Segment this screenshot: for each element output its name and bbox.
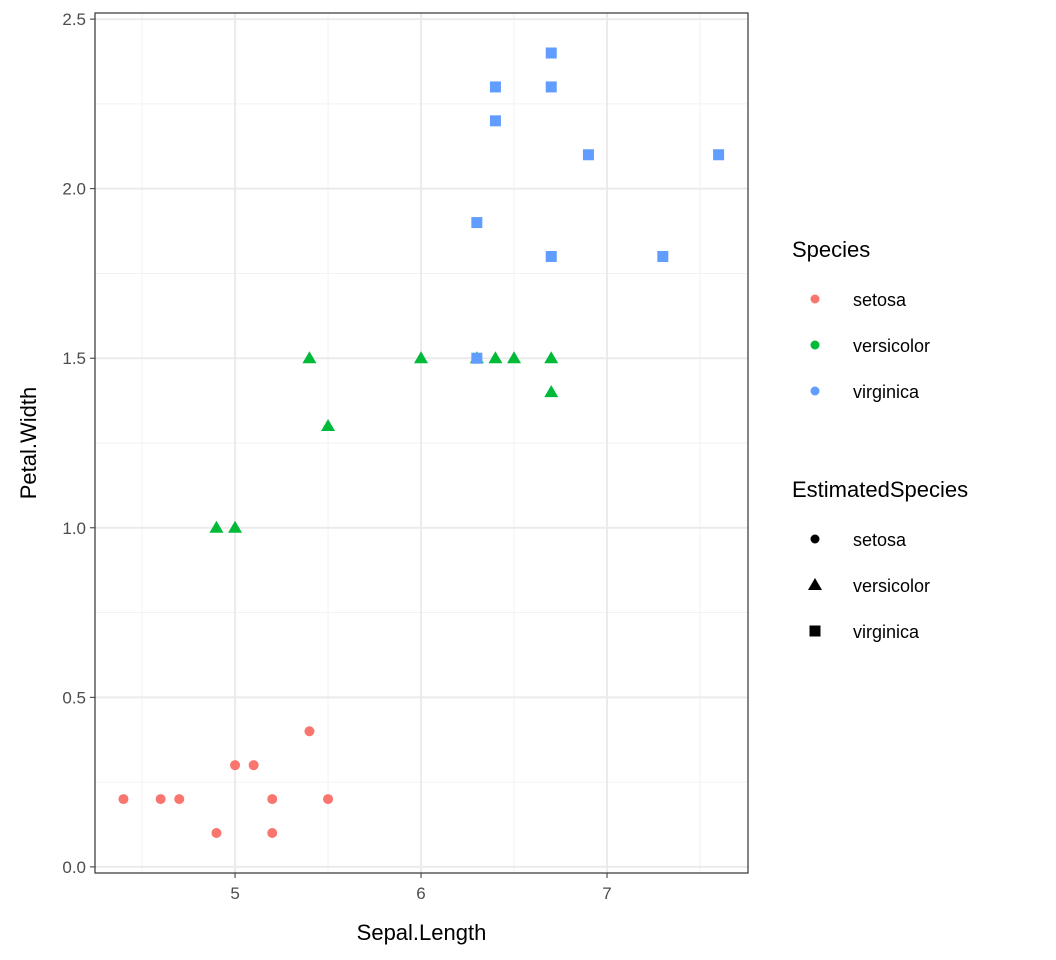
data-point-setosa — [118, 794, 129, 805]
legend-label: virginica — [853, 382, 920, 402]
legend-label: versicolor — [853, 336, 930, 356]
data-point-virginica — [582, 149, 594, 161]
data-point-versicolor — [321, 419, 336, 432]
data-point-setosa — [230, 760, 241, 771]
data-point-virginica — [471, 352, 483, 364]
y-tick-label: 0.5 — [62, 688, 86, 707]
data-point-setosa — [174, 794, 185, 805]
legend-species: Species setosa versicolor virginica — [792, 237, 930, 402]
legend-key-versicolor — [808, 578, 822, 590]
data-point-setosa — [323, 794, 334, 805]
data-point-versicolor — [488, 351, 503, 364]
data-point-setosa — [248, 760, 259, 771]
data-point-setosa — [304, 726, 315, 737]
data-point-versicolor — [228, 520, 243, 533]
data-point-setosa — [155, 794, 166, 805]
legend-key-virginica — [809, 625, 821, 637]
data-point-virginica — [545, 81, 557, 93]
panel-border — [94, 12, 749, 874]
legend-key-virginica — [810, 386, 820, 396]
data-point-virginica — [545, 250, 557, 262]
legend-key-setosa — [810, 534, 820, 544]
data-point-virginica — [713, 149, 725, 161]
data-point-versicolor — [544, 385, 559, 398]
x-tick-label: 6 — [416, 884, 425, 903]
y-tick-label: 0.0 — [62, 858, 86, 877]
data-point-setosa — [267, 827, 278, 838]
legend-title: Species — [792, 237, 870, 262]
x-tick-label: 5 — [230, 884, 239, 903]
data-point-setosa — [211, 827, 222, 838]
data-point-versicolor — [302, 351, 317, 364]
legend-key-setosa — [810, 294, 820, 304]
data-point-virginica — [545, 47, 557, 59]
data-point-versicolor — [209, 520, 224, 533]
data-point-virginica — [657, 250, 669, 262]
data-point-virginica — [489, 115, 501, 127]
legend-key-versicolor — [810, 340, 820, 350]
legend-label: versicolor — [853, 576, 930, 596]
legend-title: EstimatedSpecies — [792, 477, 968, 502]
data-point-virginica — [471, 217, 483, 229]
x-axis-title: Sepal.Length — [357, 920, 487, 945]
y-tick-label: 2.0 — [62, 180, 86, 199]
y-tick-label: 1.5 — [62, 349, 86, 368]
legend-label: virginica — [853, 622, 920, 642]
legend-label: setosa — [853, 530, 907, 550]
legend-label: setosa — [853, 290, 907, 310]
data-point-versicolor — [414, 351, 429, 364]
legend-estimatedspecies: EstimatedSpecies setosa versicolor virginic… — [792, 477, 968, 642]
y-tick-label: 2.5 — [62, 10, 86, 29]
y-axis-title: Petal.Width — [16, 387, 41, 500]
x-tick-label: 7 — [602, 884, 611, 903]
data-point-setosa — [267, 794, 278, 805]
y-tick-label: 1.0 — [62, 519, 86, 538]
data-point-versicolor — [507, 351, 522, 364]
data-point-versicolor — [544, 351, 559, 364]
data-point-virginica — [489, 81, 501, 93]
